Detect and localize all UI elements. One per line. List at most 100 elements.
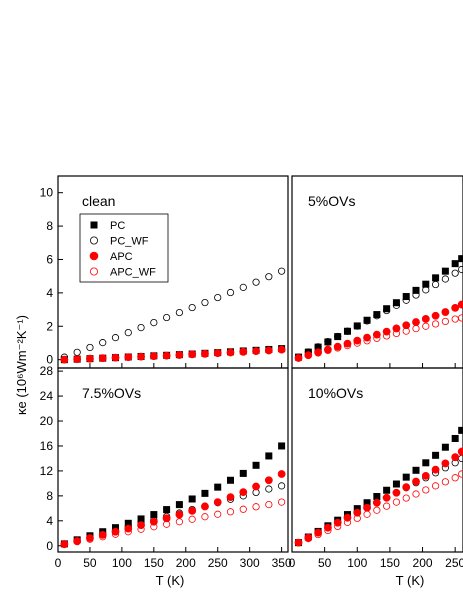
data-point — [124, 353, 132, 361]
panel-label: 10%OVs — [308, 385, 363, 401]
data-point — [239, 348, 247, 356]
data-point — [382, 493, 391, 502]
data-point — [227, 476, 234, 484]
legend-label: PC — [110, 220, 125, 232]
data-point — [314, 349, 322, 357]
data-point — [163, 506, 171, 514]
y-axis-title: κe (10⁶Wm⁻²K⁻¹) — [14, 315, 29, 415]
data-point — [304, 351, 312, 360]
y-tick-label: 24 — [40, 389, 54, 403]
data-point — [431, 280, 440, 289]
data-point — [324, 346, 332, 355]
data-point — [226, 348, 235, 357]
y-tick-label: 28 — [40, 364, 54, 378]
series-pc-wf — [294, 265, 463, 361]
data-point — [451, 260, 459, 268]
data-point — [137, 323, 145, 332]
data-point — [150, 318, 158, 327]
data-point — [150, 511, 158, 519]
data-point — [252, 347, 260, 355]
data-point — [441, 459, 450, 468]
data-point — [73, 538, 81, 546]
data-point — [402, 473, 410, 481]
data-point — [431, 320, 440, 328]
data-point — [137, 353, 145, 361]
panel-frame — [57, 367, 289, 553]
series-pc — [60, 345, 286, 364]
x-tick-label: 250 — [445, 556, 463, 570]
data-point — [441, 317, 449, 326]
data-point — [392, 301, 401, 309]
series-apc — [294, 447, 463, 547]
data-point — [372, 498, 381, 507]
data-point — [422, 322, 430, 330]
x-tick-label: 300 — [240, 556, 260, 570]
data-point — [201, 513, 209, 521]
data-point — [392, 324, 401, 333]
series-apc-wf — [60, 498, 286, 548]
data-point — [73, 348, 81, 356]
data-point — [213, 498, 222, 507]
data-point — [214, 293, 222, 302]
data-point — [201, 489, 209, 497]
data-point — [451, 434, 459, 442]
data-point — [99, 533, 107, 541]
data-point — [201, 502, 209, 511]
data-point — [353, 339, 361, 347]
data-point — [373, 492, 381, 500]
data-point — [353, 322, 361, 330]
legend-marker — [89, 251, 99, 261]
data-point — [392, 480, 400, 488]
data-point — [86, 535, 94, 543]
data-point — [392, 329, 401, 338]
data-point — [353, 514, 361, 522]
y-tick-label: 10 — [40, 186, 54, 200]
data-point — [265, 452, 273, 460]
data-point — [363, 317, 371, 325]
data-point — [451, 474, 459, 482]
data-point — [239, 283, 247, 291]
y-tick-label: 4 — [46, 514, 53, 528]
data-point — [277, 470, 286, 478]
data-point — [451, 453, 460, 462]
data-point — [422, 280, 430, 288]
data-point — [334, 332, 342, 341]
data-point — [150, 523, 158, 531]
data-point — [402, 327, 410, 335]
data-point — [99, 354, 107, 362]
data-point — [239, 488, 248, 497]
data-point — [86, 355, 94, 363]
data-point — [201, 350, 209, 358]
x-tick-label: 0 — [289, 556, 296, 570]
data-point — [432, 274, 440, 282]
data-point — [294, 354, 303, 362]
data-point — [73, 355, 81, 363]
data-point — [457, 300, 463, 309]
data-point — [314, 528, 323, 537]
data-point — [422, 286, 430, 294]
data-point — [294, 539, 303, 547]
panel-2: 5%OVs — [291, 175, 463, 369]
data-point — [252, 482, 260, 491]
panel-frame — [291, 367, 463, 553]
data-point — [333, 342, 342, 351]
data-point — [278, 346, 286, 354]
data-point — [278, 498, 286, 506]
data-point — [188, 495, 196, 503]
data-point — [226, 288, 235, 297]
data-point — [441, 275, 449, 283]
data-point — [451, 269, 459, 277]
data-point — [458, 426, 463, 434]
x-tick-label: 150 — [380, 556, 400, 570]
data-point — [353, 508, 362, 517]
data-point — [383, 486, 391, 494]
data-point — [432, 451, 440, 459]
data-point — [412, 490, 420, 498]
data-point — [278, 442, 286, 450]
x-tick-label: 0 — [55, 556, 62, 570]
data-point — [175, 510, 184, 519]
data-point — [175, 501, 183, 509]
data-point — [458, 265, 463, 274]
data-point — [60, 356, 68, 364]
series-apc — [60, 345, 286, 364]
